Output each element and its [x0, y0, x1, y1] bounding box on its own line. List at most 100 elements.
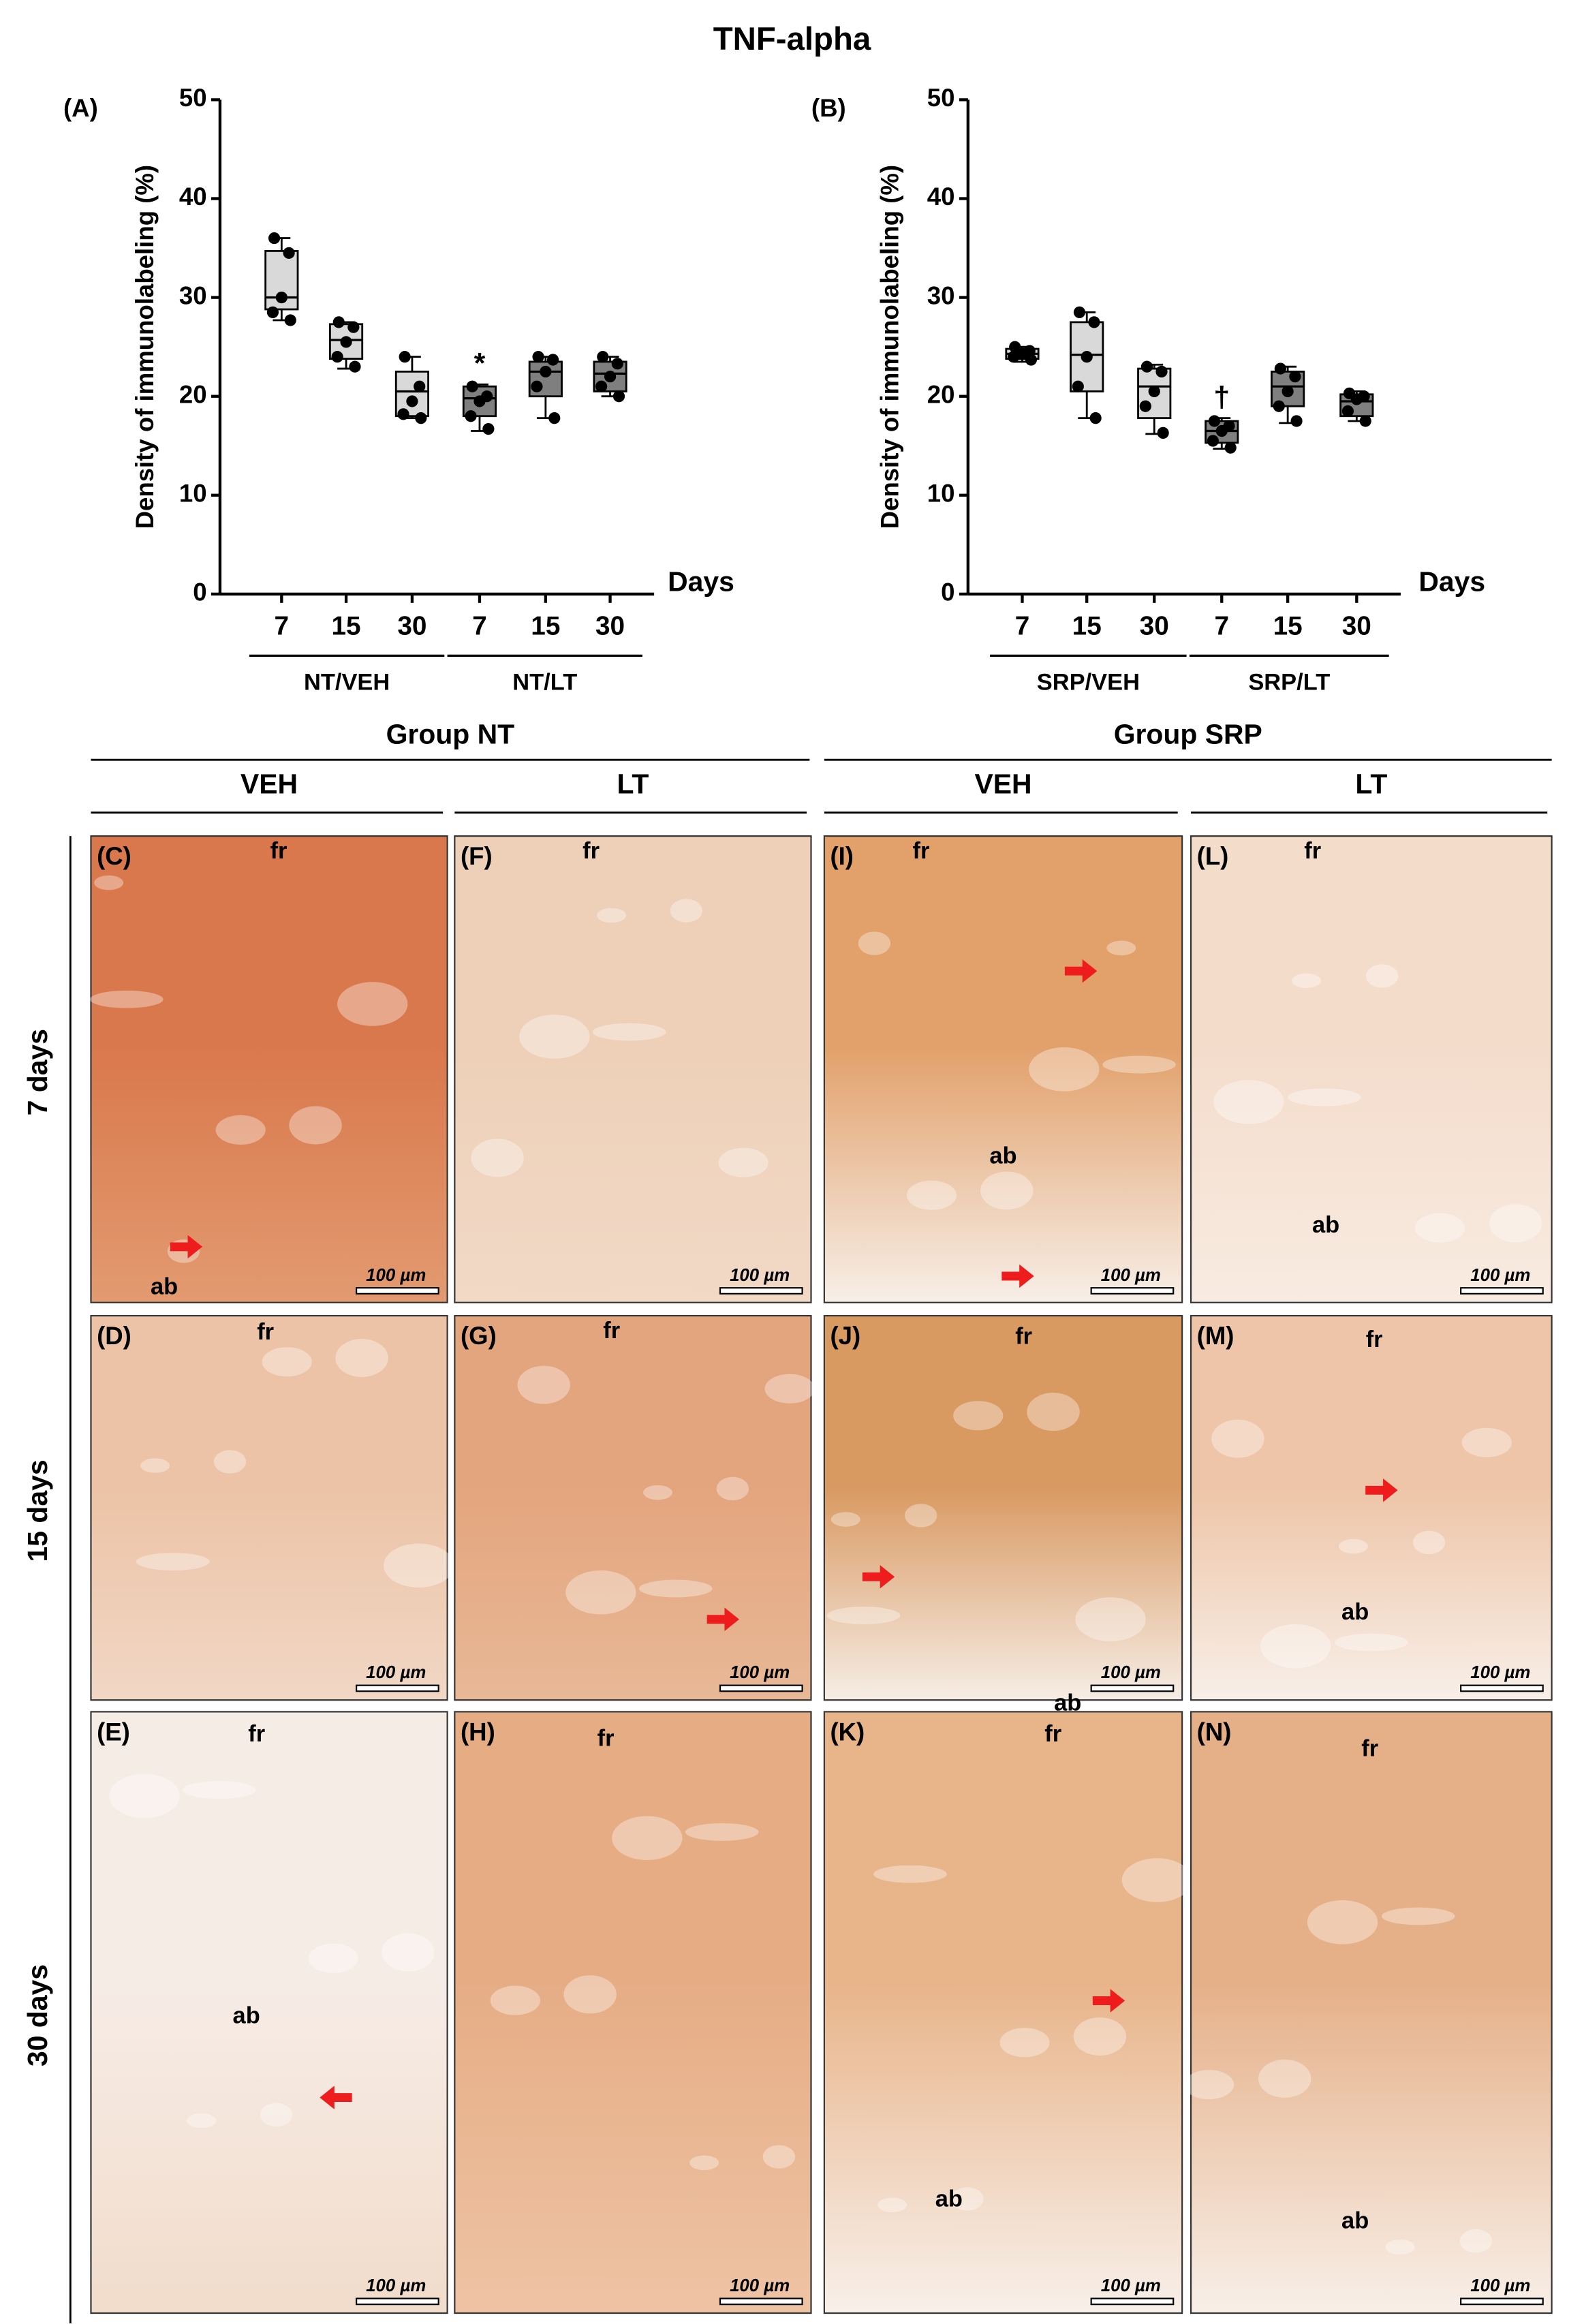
micrograph	[454, 1315, 812, 1701]
scale-label: 100 µm	[366, 1663, 426, 1682]
group-label: SRP/LT	[1248, 669, 1330, 695]
data-point	[595, 380, 608, 392]
y-tick-label: 20	[927, 380, 955, 408]
tissue-texture	[1073, 2017, 1127, 2056]
x-axis-label: Days	[1418, 566, 1485, 598]
tissue-texture	[999, 2028, 1050, 2058]
tissue-texture	[182, 1781, 256, 1799]
tissue-texture	[689, 2155, 719, 2171]
tissue-texture	[1291, 973, 1322, 989]
panel-label: (K)	[830, 1718, 865, 1746]
row-header: 15 days	[22, 1459, 53, 1562]
region-label: fr	[603, 1318, 620, 1344]
data-point	[611, 358, 623, 370]
panel-label: (E)	[97, 1718, 130, 1746]
data-point	[1025, 354, 1038, 366]
x-tick-label: 7	[472, 612, 487, 641]
data-point	[332, 316, 345, 328]
y-tick-label: 20	[179, 380, 207, 408]
column-header: LT	[1355, 769, 1387, 800]
tissue-texture	[826, 1607, 901, 1624]
tissue-texture	[1335, 1633, 1408, 1652]
arrow	[1001, 1264, 1034, 1288]
scale-label: 100 µm	[1470, 1663, 1530, 1682]
scale-bar	[356, 2297, 439, 2306]
panel-label: (F)	[461, 842, 493, 870]
micrograph	[454, 835, 812, 1303]
data-point	[1282, 385, 1294, 398]
significance-mark: †	[1213, 381, 1230, 414]
data-point	[275, 291, 288, 304]
scale-label: 100 µm	[1101, 1663, 1161, 1682]
tissue-texture	[716, 1476, 749, 1501]
x-axis-label: Days	[668, 566, 734, 598]
data-point	[1224, 441, 1237, 454]
arrow	[1064, 959, 1098, 983]
row-header: 30 days	[22, 1964, 53, 2066]
scale-label: 100 µm	[1470, 2276, 1530, 2295]
scale-label: 100 µm	[1101, 1266, 1161, 1285]
panel-label: (D)	[97, 1322, 131, 1350]
tissue-texture	[906, 1180, 957, 1210]
tissue-texture	[1211, 1419, 1264, 1458]
tissue-texture	[335, 1339, 388, 1378]
y-tick-label: 40	[179, 183, 207, 211]
data-point	[473, 395, 486, 407]
region-label: fr	[913, 838, 930, 864]
panel-label: (G)	[461, 1322, 497, 1350]
data-point	[1009, 341, 1021, 353]
tissue-texture	[764, 1374, 815, 1404]
scale-bar	[1090, 2297, 1175, 2306]
x-tick-label: 30	[397, 612, 426, 641]
region-label: fr	[583, 838, 600, 864]
figure-title: TNF-alpha	[713, 21, 871, 57]
arrow	[320, 2086, 352, 2109]
tissue-texture	[1385, 2240, 1415, 2255]
data-point	[1016, 347, 1029, 360]
scale-bar	[1460, 1684, 1544, 1692]
data-point	[1140, 360, 1153, 373]
tissue-texture	[517, 1365, 570, 1404]
scale-label: 100 µm	[730, 2276, 790, 2295]
tissue-texture	[1366, 964, 1399, 988]
scale-label: 100 µm	[730, 1266, 790, 1285]
data-point	[266, 306, 279, 318]
data-point	[1273, 400, 1285, 412]
group-header: Group SRP	[1114, 719, 1262, 750]
data-point	[1081, 351, 1093, 363]
data-point	[331, 351, 343, 363]
tissue-texture	[1381, 1907, 1455, 1925]
tissue-texture	[953, 1401, 1004, 1431]
tissue-texture	[1459, 2229, 1493, 2253]
region-label: fr	[597, 1725, 615, 1751]
scale-label: 100 µm	[1101, 2276, 1161, 2295]
region-label: ab	[1341, 1599, 1369, 1625]
data-point	[1289, 371, 1301, 383]
data-point	[1073, 306, 1086, 318]
data-point	[1072, 380, 1084, 392]
tissue-texture	[94, 875, 124, 890]
region-label: fr	[257, 1319, 274, 1345]
panel-label: (L)	[1197, 842, 1229, 870]
scale-bar	[1460, 2297, 1544, 2306]
x-tick-label: 7	[1015, 612, 1030, 641]
data-point	[1290, 415, 1303, 427]
tissue-texture	[140, 1458, 170, 1473]
data-point	[482, 422, 495, 435]
y-tick-label: 30	[179, 281, 207, 309]
data-point	[415, 412, 427, 424]
tissue-texture	[1102, 1055, 1176, 1074]
region-label: ab	[935, 2186, 963, 2212]
y-tick-label: 40	[927, 183, 955, 211]
tissue-texture	[643, 1485, 673, 1500]
micrograph	[90, 1711, 448, 2314]
data-point	[1139, 400, 1151, 412]
tissue-texture	[830, 1512, 860, 1527]
region-label: ab	[1341, 2208, 1369, 2234]
tissue-texture	[519, 1014, 590, 1059]
micrograph	[823, 1711, 1183, 2314]
region-label: fr	[1361, 1735, 1378, 1761]
data-point	[1208, 415, 1221, 427]
group-header: Group NT	[386, 719, 515, 750]
region-label: fr	[1015, 1324, 1032, 1350]
